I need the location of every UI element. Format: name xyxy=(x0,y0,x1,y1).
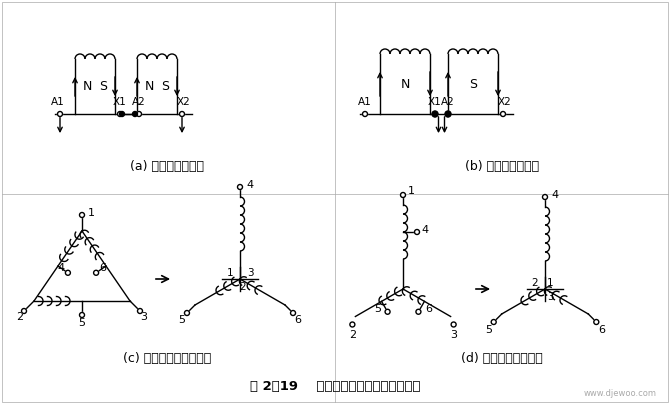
Text: 2: 2 xyxy=(240,282,247,292)
Text: S: S xyxy=(99,80,107,93)
Text: S: S xyxy=(469,78,477,90)
Text: 5: 5 xyxy=(178,315,186,325)
Text: 5: 5 xyxy=(78,318,86,328)
Text: 2: 2 xyxy=(532,278,538,288)
Text: 4: 4 xyxy=(58,263,64,273)
Circle shape xyxy=(137,309,143,314)
Circle shape xyxy=(415,229,419,234)
Text: 6: 6 xyxy=(295,315,302,325)
Text: 2: 2 xyxy=(349,330,356,339)
Circle shape xyxy=(491,320,496,324)
Circle shape xyxy=(80,313,84,318)
Text: 2: 2 xyxy=(17,312,23,322)
Circle shape xyxy=(80,213,84,217)
Text: 图 2－19    双速电动机改变极对数的原理: 图 2－19 双速电动机改变极对数的原理 xyxy=(250,379,420,393)
Circle shape xyxy=(445,111,451,117)
Circle shape xyxy=(416,309,421,314)
Circle shape xyxy=(94,270,98,275)
Circle shape xyxy=(451,322,456,327)
Text: X2: X2 xyxy=(498,97,512,107)
Text: 3: 3 xyxy=(247,268,253,278)
Circle shape xyxy=(237,185,243,189)
Circle shape xyxy=(137,112,141,116)
Text: 6: 6 xyxy=(100,263,107,273)
Text: 1: 1 xyxy=(226,268,233,278)
Text: N: N xyxy=(82,80,92,93)
Circle shape xyxy=(350,322,355,327)
Circle shape xyxy=(594,320,599,324)
Circle shape xyxy=(543,194,547,200)
Text: 3: 3 xyxy=(450,330,457,339)
Circle shape xyxy=(362,112,368,116)
Text: X1: X1 xyxy=(428,97,442,107)
Text: N: N xyxy=(144,80,153,93)
Text: A2: A2 xyxy=(132,97,146,107)
Text: (a) 四极绕组展开图: (a) 四极绕组展开图 xyxy=(130,160,204,173)
Text: 1: 1 xyxy=(408,186,415,196)
Text: X2: X2 xyxy=(177,97,191,107)
Text: 1: 1 xyxy=(547,278,553,288)
Circle shape xyxy=(117,112,123,116)
Text: 1: 1 xyxy=(88,208,95,218)
Text: 5: 5 xyxy=(485,325,492,335)
Circle shape xyxy=(385,309,390,314)
Text: 3: 3 xyxy=(547,292,553,302)
Circle shape xyxy=(21,309,27,314)
Circle shape xyxy=(432,111,438,117)
Circle shape xyxy=(133,112,137,116)
Text: 6: 6 xyxy=(425,304,432,314)
Text: (d) 星形－双星形转换: (d) 星形－双星形转换 xyxy=(461,353,543,366)
Text: 5: 5 xyxy=(374,304,381,314)
Circle shape xyxy=(184,311,190,316)
Text: A1: A1 xyxy=(358,97,372,107)
Circle shape xyxy=(401,192,405,198)
Text: 4: 4 xyxy=(551,190,558,200)
Text: (b) 二极绕组展开图: (b) 二极绕组展开图 xyxy=(465,160,539,173)
Text: A1: A1 xyxy=(51,97,65,107)
Text: 6: 6 xyxy=(598,325,605,335)
Text: www.djewoo.com: www.djewoo.com xyxy=(584,389,657,398)
Text: (c) 三角形－双星形转换: (c) 三角形－双星形转换 xyxy=(123,353,211,366)
Text: A2: A2 xyxy=(441,97,455,107)
Circle shape xyxy=(66,270,70,275)
Text: 3: 3 xyxy=(141,312,147,322)
Circle shape xyxy=(291,311,295,316)
Text: N: N xyxy=(400,78,409,90)
Circle shape xyxy=(500,112,505,116)
Text: 4: 4 xyxy=(246,180,253,190)
Circle shape xyxy=(433,112,438,116)
Circle shape xyxy=(180,112,184,116)
Circle shape xyxy=(119,112,125,116)
Circle shape xyxy=(446,112,450,116)
Text: S: S xyxy=(161,80,169,93)
Text: 4: 4 xyxy=(421,225,428,235)
Text: X1: X1 xyxy=(113,97,127,107)
Circle shape xyxy=(58,112,62,116)
